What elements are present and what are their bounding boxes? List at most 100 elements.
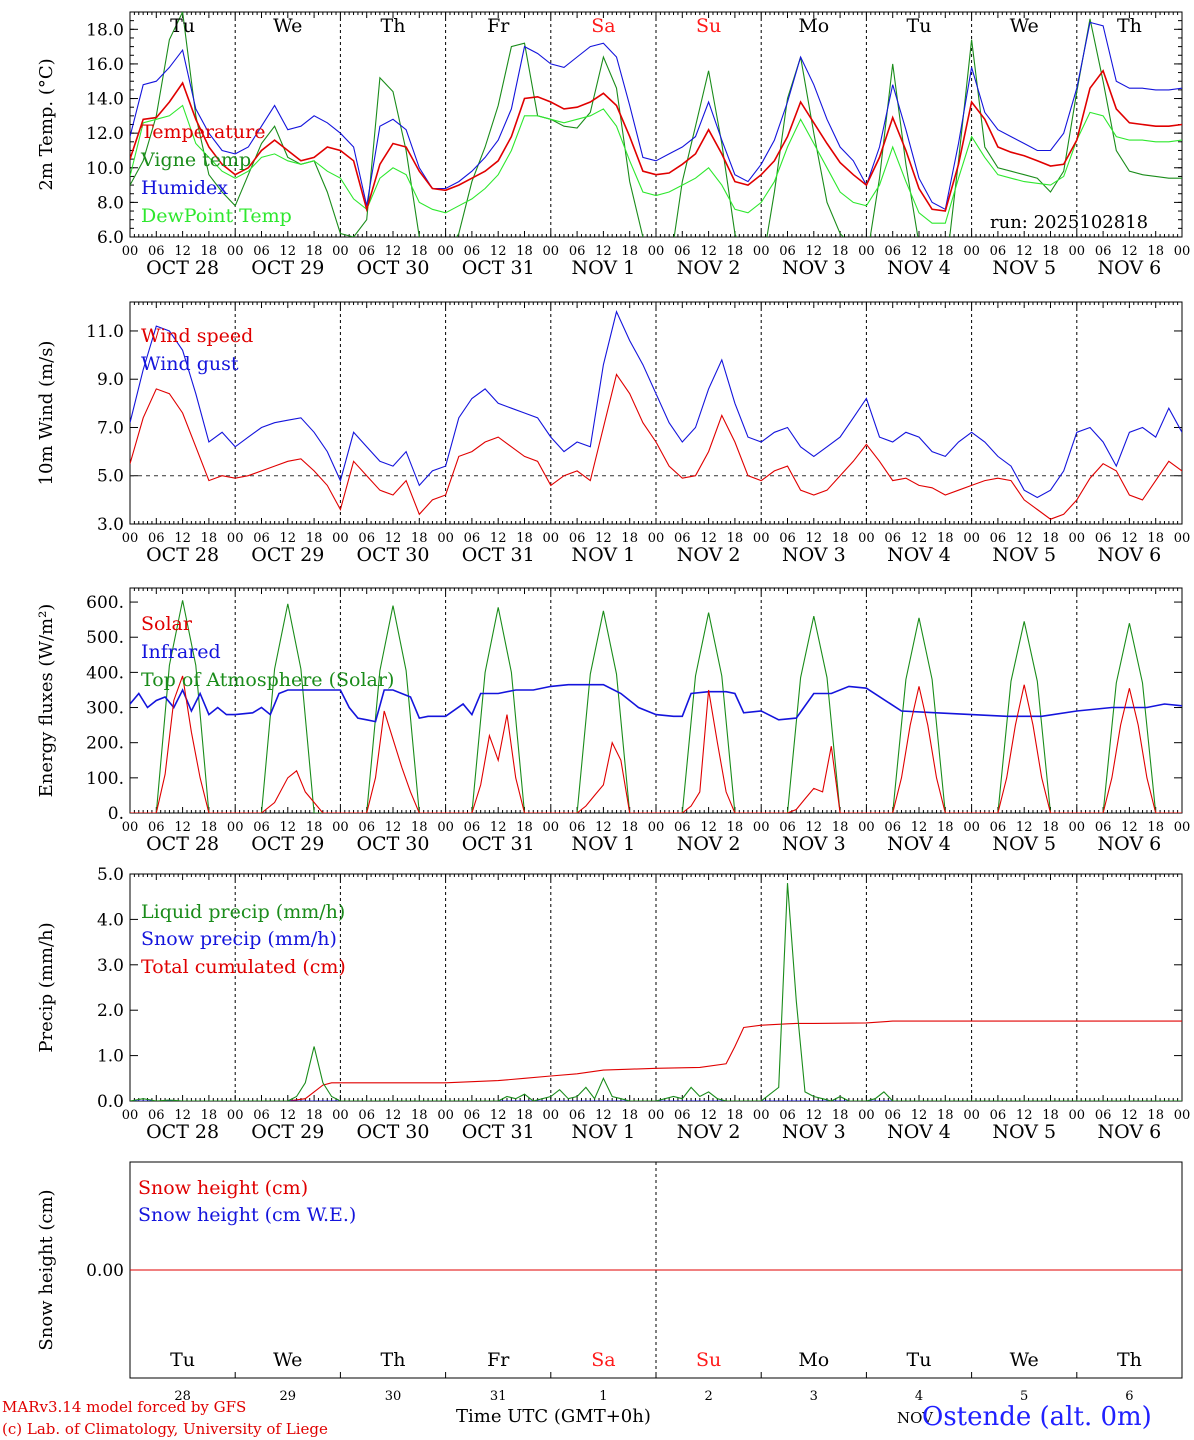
weekday-label: Su xyxy=(696,15,721,37)
hour-tick-label: 18 xyxy=(727,244,744,259)
hour-tick-label: 00 xyxy=(1069,244,1086,259)
hour-tick-label: 00 xyxy=(437,244,454,259)
lab-credit: (c) Lab. of Climatology, University of L… xyxy=(2,1420,328,1438)
hour-tick-label: 12 xyxy=(1121,1108,1138,1123)
weekday-label: We xyxy=(1010,15,1039,37)
hour-tick-label: 18 xyxy=(411,531,428,546)
hour-tick-label: 18 xyxy=(832,531,849,546)
legend-entry: Infrared xyxy=(141,641,221,663)
hour-tick-label: 18 xyxy=(621,531,638,546)
date-label: OCT 30 xyxy=(356,544,429,566)
hour-tick-label: 18 xyxy=(516,820,533,835)
hour-tick-label: 18 xyxy=(727,531,744,546)
hour-tick-label: 00 xyxy=(963,531,980,546)
day-number-label: 4 xyxy=(915,1389,923,1404)
hour-tick-label: 00 xyxy=(753,244,770,259)
legend-entry: Wind speed xyxy=(141,325,253,347)
hour-tick-label: 06 xyxy=(674,820,691,835)
legend-entry: Snow precip (mm/h) xyxy=(141,928,337,950)
hour-tick-label: 18 xyxy=(621,820,638,835)
hour-tick-label: 06 xyxy=(464,244,481,259)
hour-tick-label: 12 xyxy=(280,244,297,259)
hour-tick-label: 12 xyxy=(806,820,823,835)
hour-tick-label: 06 xyxy=(569,820,586,835)
y-tick-label: 3.0 xyxy=(97,515,124,535)
weekday-label: Th xyxy=(1117,1349,1142,1371)
date-label: NOV 1 xyxy=(572,1121,636,1143)
hour-tick-label: 12 xyxy=(385,820,402,835)
day-number-label: 28 xyxy=(174,1389,191,1404)
y-tick-label: 1.0 xyxy=(97,1047,124,1067)
hour-tick-label: 00 xyxy=(858,820,875,835)
y-tick-label: 600. xyxy=(86,593,124,613)
y-tick-label: 9.0 xyxy=(97,370,124,390)
date-label: NOV 2 xyxy=(677,833,741,855)
hour-tick-label: 06 xyxy=(779,1108,796,1123)
hour-tick-label: 18 xyxy=(1042,820,1059,835)
series-line-infrared xyxy=(130,683,1182,723)
hour-tick-label: 00 xyxy=(543,531,560,546)
y-tick-label: 2.0 xyxy=(97,1001,124,1021)
date-label: OCT 29 xyxy=(251,257,324,279)
hour-tick-label: 12 xyxy=(911,1108,928,1123)
hour-tick-label: 06 xyxy=(253,244,270,259)
hour-tick-label: 12 xyxy=(700,244,717,259)
hour-tick-label: 00 xyxy=(1069,1108,1086,1123)
date-label: NOV 1 xyxy=(572,544,636,566)
hour-tick-label: 12 xyxy=(1016,244,1033,259)
hour-tick-label: 12 xyxy=(385,244,402,259)
date-label: NOV 5 xyxy=(992,544,1056,566)
hour-tick-label: 06 xyxy=(358,244,375,259)
model-credit: MARv3.14 model forced by GFS xyxy=(2,1398,247,1416)
weekday-label: Th xyxy=(381,15,406,37)
hour-tick-label: 12 xyxy=(806,531,823,546)
hour-tick-label: 06 xyxy=(779,820,796,835)
hour-tick-label: 18 xyxy=(1042,244,1059,259)
weekday-label: Tu xyxy=(170,1349,195,1371)
y-axis-label: 10m Wind (m/s) xyxy=(36,341,57,486)
hour-tick-label: 18 xyxy=(1147,531,1164,546)
hour-tick-label: 12 xyxy=(385,1108,402,1123)
date-label: OCT 31 xyxy=(462,1121,535,1143)
day-number-label: 6 xyxy=(1125,1389,1133,1404)
hour-tick-label: 00 xyxy=(227,1108,244,1123)
hour-tick-label: 00 xyxy=(1069,531,1086,546)
hour-tick-label: 18 xyxy=(832,820,849,835)
date-label: OCT 31 xyxy=(462,257,535,279)
legend-entry: Vigne temp xyxy=(140,149,251,171)
y-tick-label: 7.0 xyxy=(97,418,124,438)
hour-tick-label: 00 xyxy=(122,531,139,546)
y-tick-label: 11.0 xyxy=(86,322,124,342)
hour-tick-label: 06 xyxy=(569,244,586,259)
hour-tick-label: 00 xyxy=(858,531,875,546)
hour-tick-label: 12 xyxy=(911,531,928,546)
hour-tick-label: 12 xyxy=(1016,820,1033,835)
hour-tick-label: 18 xyxy=(201,820,218,835)
hour-tick-label: 00 xyxy=(1174,531,1191,546)
weekday-label: Su xyxy=(696,1349,721,1371)
hour-tick-label: 06 xyxy=(148,820,165,835)
day-number-label: 2 xyxy=(704,1389,712,1404)
hour-tick-label: 00 xyxy=(753,1108,770,1123)
date-label: NOV 2 xyxy=(677,544,741,566)
hour-tick-label: 06 xyxy=(253,531,270,546)
hour-tick-label: 00 xyxy=(437,1108,454,1123)
weekday-label: Th xyxy=(381,1349,406,1371)
hour-tick-label: 18 xyxy=(621,244,638,259)
hour-tick-label: 00 xyxy=(332,820,349,835)
hour-tick-label: 00 xyxy=(332,1108,349,1123)
series-line-humidex xyxy=(130,21,1182,211)
hour-tick-label: 06 xyxy=(358,820,375,835)
y-tick-label: 8.0 xyxy=(97,193,124,213)
hour-tick-label: 00 xyxy=(227,820,244,835)
hour-tick-label: 12 xyxy=(911,244,928,259)
date-label: NOV 2 xyxy=(677,257,741,279)
hour-tick-label: 00 xyxy=(1174,1108,1191,1123)
date-label: NOV 3 xyxy=(782,833,846,855)
hour-tick-label: 18 xyxy=(411,244,428,259)
date-label: NOV 3 xyxy=(782,257,846,279)
y-tick-label: 500. xyxy=(86,628,124,648)
weekday-label: We xyxy=(273,15,302,37)
y-tick-label: 5.0 xyxy=(97,467,124,487)
hour-tick-label: 18 xyxy=(1042,1108,1059,1123)
